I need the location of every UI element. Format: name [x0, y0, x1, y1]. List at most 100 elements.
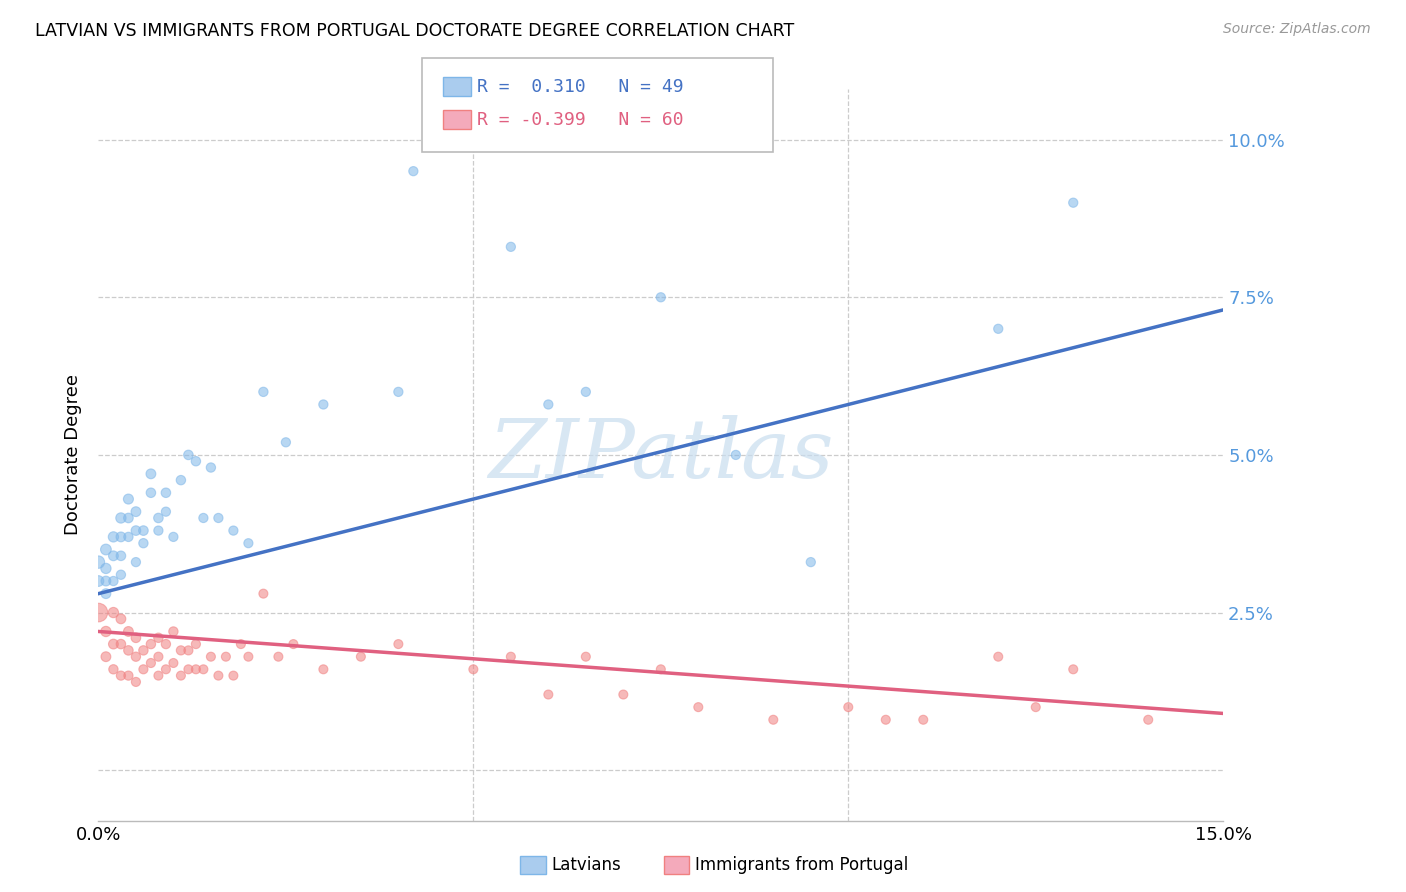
Point	[912, 713, 935, 727]
Text: Latvians: Latvians	[551, 856, 621, 874]
Point	[125, 674, 148, 689]
Point	[688, 700, 710, 714]
Point	[537, 397, 560, 411]
Point	[132, 662, 155, 676]
Point	[117, 624, 139, 639]
Point	[155, 637, 177, 651]
Point	[177, 662, 200, 676]
Point	[103, 662, 125, 676]
Point	[103, 549, 125, 563]
Text: R =  0.310   N = 49: R = 0.310 N = 49	[477, 78, 683, 95]
Point	[252, 587, 274, 601]
Point	[875, 713, 897, 727]
Point	[103, 574, 125, 588]
Point	[103, 637, 125, 651]
Point	[215, 649, 238, 664]
Point	[650, 662, 672, 676]
Point	[229, 637, 252, 651]
Point	[267, 649, 290, 664]
Point	[148, 649, 170, 664]
Point	[184, 637, 207, 651]
Point	[125, 649, 148, 664]
Point	[94, 624, 117, 639]
Point	[177, 643, 200, 657]
Point	[800, 555, 823, 569]
Point	[148, 511, 170, 525]
Point	[238, 536, 260, 550]
Text: R = -0.399   N = 60: R = -0.399 N = 60	[477, 111, 683, 128]
Point	[200, 649, 222, 664]
Point	[193, 662, 215, 676]
Point	[499, 649, 522, 664]
Point	[283, 637, 305, 651]
Point	[148, 631, 170, 645]
Point	[387, 384, 409, 399]
Point	[110, 567, 132, 582]
Point	[87, 606, 110, 620]
Point	[94, 587, 117, 601]
Point	[312, 662, 335, 676]
Point	[987, 649, 1010, 664]
Point	[987, 322, 1010, 336]
Point	[162, 624, 184, 639]
Point	[184, 662, 207, 676]
Point	[238, 649, 260, 664]
Point	[110, 668, 132, 682]
Point	[110, 511, 132, 525]
Point	[103, 606, 125, 620]
Point	[110, 549, 132, 563]
Point	[148, 668, 170, 682]
Point	[125, 555, 148, 569]
Text: Immigrants from Portugal: Immigrants from Portugal	[695, 856, 908, 874]
Point	[1137, 713, 1160, 727]
Point	[94, 561, 117, 575]
Point	[125, 505, 148, 519]
Point	[184, 454, 207, 468]
Point	[125, 631, 148, 645]
Point	[207, 511, 229, 525]
Point	[1062, 195, 1084, 210]
Point	[350, 649, 373, 664]
Point	[87, 555, 110, 569]
Point	[724, 448, 747, 462]
Point	[117, 491, 139, 506]
Point	[132, 536, 155, 550]
Point	[110, 637, 132, 651]
Point	[1025, 700, 1047, 714]
Point	[387, 637, 409, 651]
Text: LATVIAN VS IMMIGRANTS FROM PORTUGAL DOCTORATE DEGREE CORRELATION CHART: LATVIAN VS IMMIGRANTS FROM PORTUGAL DOCT…	[35, 22, 794, 40]
Point	[87, 574, 110, 588]
Point	[132, 643, 155, 657]
Point	[274, 435, 297, 450]
Point	[193, 511, 215, 525]
Point	[139, 637, 162, 651]
Point	[575, 649, 598, 664]
Point	[207, 668, 229, 682]
Text: Source: ZipAtlas.com: Source: ZipAtlas.com	[1223, 22, 1371, 37]
Point	[155, 505, 177, 519]
Point	[575, 384, 598, 399]
Point	[200, 460, 222, 475]
Point	[170, 668, 193, 682]
Point	[762, 713, 785, 727]
Point	[139, 656, 162, 670]
Point	[837, 700, 859, 714]
Point	[463, 662, 485, 676]
Point	[162, 656, 184, 670]
Point	[155, 662, 177, 676]
Point	[94, 542, 117, 557]
Point	[125, 524, 148, 538]
Point	[537, 688, 560, 702]
Text: ZIPatlas: ZIPatlas	[488, 415, 834, 495]
Point	[312, 397, 335, 411]
Point	[402, 164, 425, 178]
Point	[162, 530, 184, 544]
Point	[117, 530, 139, 544]
Point	[132, 524, 155, 538]
Point	[110, 612, 132, 626]
Point	[155, 485, 177, 500]
Point	[650, 290, 672, 304]
Point	[117, 511, 139, 525]
Point	[94, 649, 117, 664]
Y-axis label: Doctorate Degree: Doctorate Degree	[63, 375, 82, 535]
